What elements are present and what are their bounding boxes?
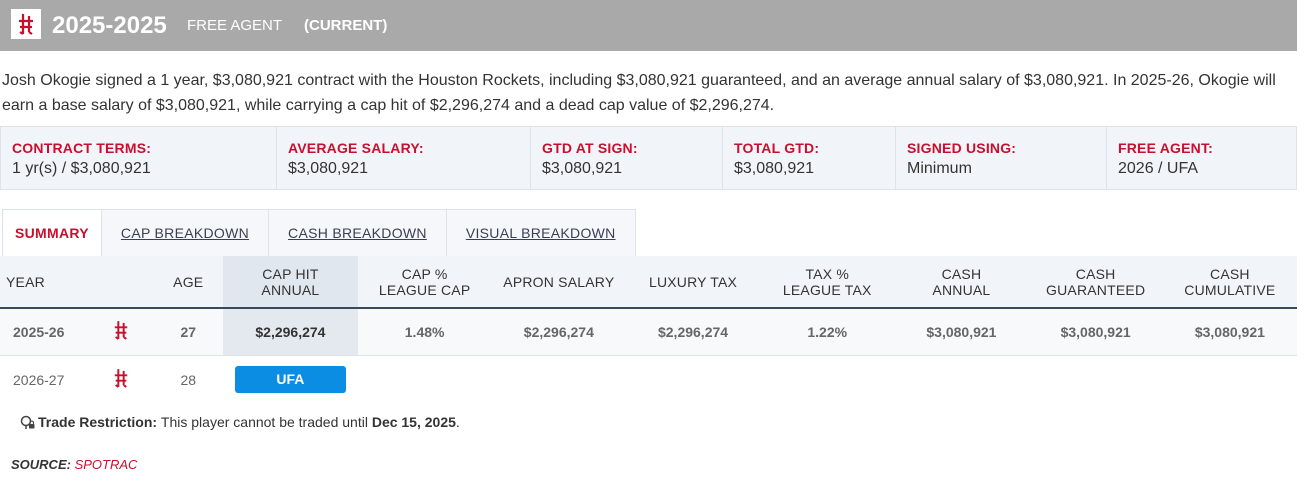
col-label: ANNUAL xyxy=(932,281,991,298)
col-label: CAP HIT xyxy=(262,265,319,282)
cell-logo xyxy=(88,355,153,404)
cell-cash-annual: $3,080,921 xyxy=(894,308,1029,356)
cell-age: 28 xyxy=(180,371,197,388)
col-cash-cumulative: CASH CUMULATIVE xyxy=(1162,256,1297,309)
term-label: CONTRACT TERMS: xyxy=(12,140,152,156)
tab-cap-breakdown[interactable]: CAP BREAKDOWN xyxy=(101,210,270,256)
cell-year: 2026-27 xyxy=(13,371,65,388)
table-row: 2026-27 28 UFA xyxy=(0,355,1297,404)
term-label: FREE AGENT: xyxy=(1118,140,1214,156)
cell-age: 27 xyxy=(153,308,224,356)
col-cash-annual: CASH ANNUAL xyxy=(894,256,1029,309)
col-label: CUMULATIVE xyxy=(1184,281,1276,298)
restriction-end: . xyxy=(455,414,460,430)
col-label: CASH xyxy=(1210,265,1250,282)
contract-terms: CONTRACT TERMS: 1 yr(s) / $3,080,921 AVE… xyxy=(0,126,1297,190)
col-luxury-tax: LUXURY TAX xyxy=(625,256,761,309)
col-cap-pct: CAP % LEAGUE CAP xyxy=(357,256,492,309)
term-value: $3,080,921 xyxy=(288,160,369,177)
cell-cap-pct: 1.48% xyxy=(357,308,492,356)
term-total-gtd: TOTAL GTD: $3,080,921 xyxy=(723,127,896,189)
cell-status: UFA xyxy=(223,355,357,404)
rockets-logo-icon xyxy=(11,9,41,39)
col-cap-hit: CAP HIT ANNUAL xyxy=(223,256,358,309)
col-logo xyxy=(88,256,154,309)
cell-cash-cumulative: $3,080,921 xyxy=(1162,308,1297,356)
contract-status: FREE AGENT xyxy=(187,17,283,34)
term-value: 2026 / UFA xyxy=(1118,160,1199,177)
col-year: YEAR xyxy=(0,256,89,309)
col-apron: APRON SALARY xyxy=(491,256,626,309)
col-label: CAP % xyxy=(401,265,448,282)
table-row: 2025-26 27 $2,296,274 1.48% $2,296,274 $… xyxy=(0,308,1297,356)
source-name[interactable]: SPOTRAC xyxy=(74,457,138,472)
col-cash-guaranteed: CASH GUARANTEED xyxy=(1028,256,1163,309)
tab-cash-breakdown[interactable]: CASH BREAKDOWN xyxy=(269,210,447,256)
tab-summary[interactable]: SUMMARY xyxy=(3,210,102,256)
restriction-text: This player cannot be traded until xyxy=(160,414,368,430)
cell-year: 2025-26 xyxy=(0,308,89,356)
contract-summary: Josh Okogie signed a 1 year, $3,080,921 … xyxy=(2,72,1276,114)
term-average-salary: AVERAGE SALARY: $3,080,921 xyxy=(277,127,531,189)
table-header-row: YEAR AGE CAP HIT ANNUAL CAP % LEAGUE CAP A… xyxy=(0,256,1297,309)
term-value: 1 yr(s) / $3,080,921 xyxy=(12,160,151,177)
term-label: AVERAGE SALARY: xyxy=(288,140,424,156)
lock-pin-icon xyxy=(20,415,35,430)
col-label: CASH xyxy=(1075,265,1116,282)
col-label: LEAGUE CAP xyxy=(378,281,471,298)
cell-tax-pct: 1.22% xyxy=(760,308,895,356)
col-label: GUARANTEED xyxy=(1046,281,1146,298)
cell-logo xyxy=(88,308,154,356)
term-gtd-at-sign: GTD AT SIGN: $3,080,921 xyxy=(531,127,723,189)
cell-empty xyxy=(358,355,1297,404)
term-value: Minimum xyxy=(907,160,972,177)
contract-table: YEAR AGE CAP HIT ANNUAL CAP % LEAGUE CAP A… xyxy=(0,256,1297,404)
col-label: LEAGUE TAX xyxy=(782,281,872,298)
cell-cash-guaranteed: $3,080,921 xyxy=(1028,308,1163,356)
col-label: TAX % xyxy=(805,265,849,282)
col-tax-pct: TAX % LEAGUE TAX xyxy=(760,256,895,309)
contract-years: 2025-2025 xyxy=(52,12,167,39)
term-label: GTD AT SIGN: xyxy=(542,140,638,156)
source-credit: SOURCE: SPOTRAC xyxy=(11,457,137,472)
term-free-agent: FREE AGENT: 2026 / UFA xyxy=(1107,127,1296,189)
col-label: CASH xyxy=(941,265,982,282)
col-age: AGE xyxy=(153,256,224,309)
contract-header: 2025-2025 FREE AGENT (CURRENT) xyxy=(0,0,1297,51)
term-value: $3,080,921 xyxy=(542,160,623,177)
ufa-badge: UFA xyxy=(234,366,346,394)
trade-restriction: Trade Restriction: This player cannot be… xyxy=(20,414,460,430)
term-label: SIGNED USING: xyxy=(907,140,1017,156)
current-label: (CURRENT) xyxy=(304,17,388,34)
cell-luxury-tax: $2,296,274 xyxy=(625,308,761,356)
contract-tabs: SUMMARY CAP BREAKDOWN CASH BREAKDOWN VIS… xyxy=(2,209,636,256)
cell-apron: $2,296,274 xyxy=(491,308,626,356)
term-contract: CONTRACT TERMS: 1 yr(s) / $3,080,921 xyxy=(1,127,277,189)
col-label: ANNUAL xyxy=(261,281,320,298)
source-label: SOURCE: xyxy=(11,457,71,472)
cell-cap-hit: $2,296,274 xyxy=(223,308,358,356)
term-label: TOTAL GTD: xyxy=(734,140,820,156)
restriction-date: Dec 15, 2025 xyxy=(371,414,456,430)
restriction-label: Trade Restriction: xyxy=(38,414,158,430)
tab-visual-breakdown[interactable]: VISUAL BREAKDOWN xyxy=(446,210,635,256)
term-value: $3,080,921 xyxy=(734,160,815,177)
rockets-logo-icon xyxy=(113,368,129,391)
term-signed-using: SIGNED USING: Minimum xyxy=(896,127,1107,189)
rockets-logo-icon xyxy=(113,320,129,343)
